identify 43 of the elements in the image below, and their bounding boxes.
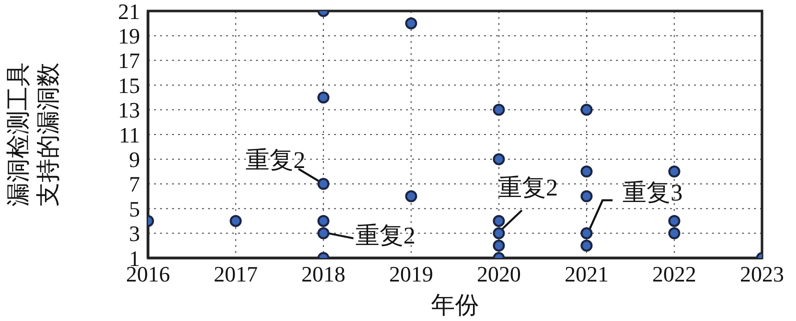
annotation: 重复2 [498,175,558,202]
point [492,153,505,166]
point [230,214,242,227]
point [317,227,330,240]
x-tick-label: 2020 [476,262,521,287]
x-tick-label: 2023 [740,262,784,287]
y-tick-label: 11 [118,122,140,148]
y-axis-title: 漏洞检测工具支持的漏洞数 [6,62,62,206]
annotation: 重复2 [245,148,306,174]
y-tick-label: 21 [118,0,140,24]
point [668,214,680,227]
x-tick-label: 2017 [214,262,258,287]
point [492,104,505,116]
point [668,166,680,178]
point [405,17,418,30]
point [492,214,505,227]
point [668,227,680,240]
x-axis-title: 年份 [431,293,479,319]
y-tick-label: 3 [129,221,140,246]
y-tick-label: 5 [129,196,140,222]
x-tick-label: 2018 [301,262,346,287]
x-tick-label: 2022 [652,262,696,287]
y-tick-label: 7 [129,172,140,197]
y-tick-label: 9 [129,147,140,172]
point [317,178,330,190]
annotation: 重复3 [622,180,683,206]
point [317,214,330,227]
annotation: 重复2 [355,223,416,250]
point [317,91,330,104]
point [580,227,593,240]
point [580,190,593,202]
point [580,104,593,116]
point [492,240,505,252]
y-tick-label: 19 [118,24,140,49]
point [492,227,505,240]
point [580,166,593,178]
x-tick-label: 2021 [564,262,609,287]
y-tick-label: 17 [118,48,140,74]
point [580,240,593,252]
x-tick-label: 2019 [389,262,434,287]
y-tick-label: 13 [118,98,140,123]
y-tick-label: 15 [118,72,140,98]
point [405,190,418,202]
